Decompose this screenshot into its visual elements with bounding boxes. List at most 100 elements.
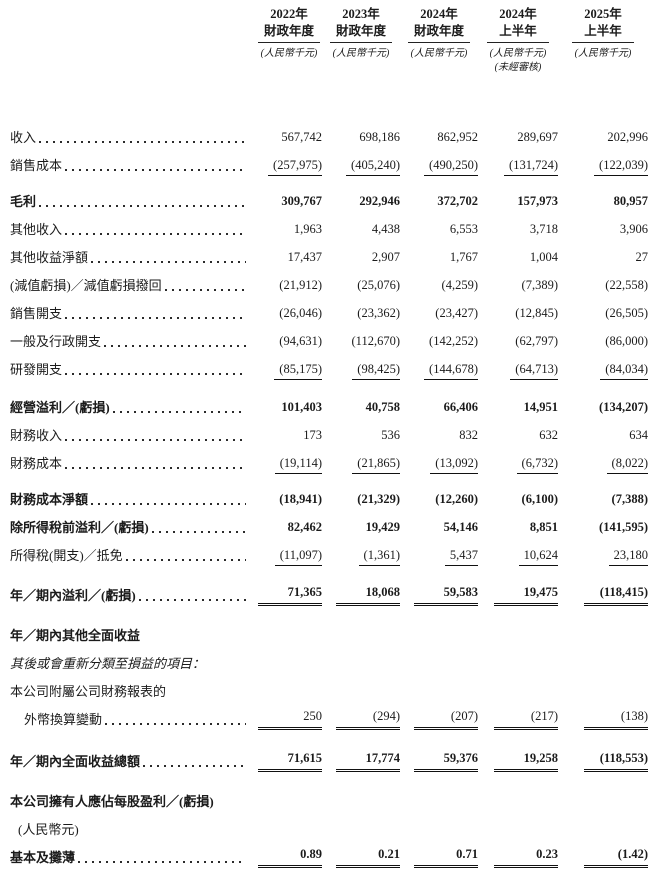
column-underline — [330, 42, 392, 43]
value-cell: 10,624 — [478, 538, 558, 566]
cell-value: 80,957 — [613, 194, 648, 208]
row-label-cell: 年／期內全面收益總額 — [10, 730, 256, 772]
value-cell: (118,415) — [558, 566, 648, 606]
cell-value: 17,437 — [287, 250, 322, 264]
value-cell: (23,362) — [322, 296, 400, 324]
value-cell: 0.21 — [322, 840, 400, 868]
cell-value: 17,774 — [336, 751, 400, 772]
cell-value: 101,403 — [281, 400, 322, 414]
column-underline — [408, 42, 470, 43]
cell-value: 2,907 — [371, 250, 400, 264]
cell-value: 0.71 — [414, 847, 478, 868]
cell-value: (85,175) — [274, 362, 322, 380]
dot-leader — [65, 168, 246, 173]
value-cell — [400, 606, 478, 646]
column-note: (未經審核) — [494, 62, 542, 73]
value-cell: 292,946 — [322, 176, 400, 212]
dot-leader — [65, 372, 246, 377]
value-cell: (13,092) — [400, 446, 478, 474]
value-cell: (118,553) — [558, 730, 648, 772]
value-cell: (405,240) — [322, 148, 400, 176]
value-cell: (7,388) — [558, 474, 648, 510]
cell-value: (23,362) — [357, 306, 400, 320]
value-cell: (207) — [400, 702, 478, 730]
row-label-wrap: 年／期內全面收益總額 — [10, 754, 256, 772]
value-cell: 18,068 — [322, 566, 400, 606]
value-cell: 19,429 — [322, 510, 400, 538]
row-label-wrap: 其他收益淨額 — [10, 250, 256, 268]
cell-value: 14,951 — [523, 400, 558, 414]
column-year: 2024年 — [420, 7, 458, 21]
row-label-cell: 銷售開支 — [10, 296, 256, 324]
dot-leader — [91, 502, 246, 507]
row-label-wrap: 本公司擁有人應佔每股盈利／(虧損) — [10, 794, 256, 812]
value-cell: 289,697 — [478, 120, 558, 148]
value-cell: 40,758 — [322, 380, 400, 418]
value-cell: 4,438 — [322, 212, 400, 240]
cell-value: 634 — [629, 428, 648, 442]
table-row: 研發開支 (85,175) (98,425) (144,678) (64,713) (84… — [10, 352, 648, 380]
row-label-wrap: 財務收入 — [10, 428, 256, 446]
cell-value: (23,427) — [435, 306, 478, 320]
value-cell: 54,146 — [400, 510, 478, 538]
value-cell: (142,252) — [400, 324, 478, 352]
cell-value: 862,952 — [437, 130, 478, 144]
value-cell — [558, 646, 648, 674]
row-label-wrap: 外幣換算變動 — [10, 712, 256, 730]
cell-value: (144,678) — [424, 362, 478, 380]
row-label-cell: 年／期內溢利／(虧損) — [10, 566, 256, 606]
value-cell: 567,742 — [256, 120, 322, 148]
cell-value: (122,039) — [594, 158, 648, 176]
table-row: 銷售成本 (257,975) (405,240) (490,250) (131,724)… — [10, 148, 648, 176]
row-label: 除所得稅前溢利／(虧損) — [10, 520, 149, 535]
value-cell: 862,952 — [400, 120, 478, 148]
value-cell: (62,797) — [478, 324, 558, 352]
value-cell: 632 — [478, 418, 558, 446]
cell-value: 698,186 — [359, 130, 400, 144]
cell-value: (112,670) — [351, 334, 401, 348]
cell-value: (86,000) — [605, 334, 648, 348]
value-cell: (131,724) — [478, 148, 558, 176]
dot-leader — [105, 722, 246, 727]
value-cell: (1,361) — [322, 538, 400, 566]
row-label-wrap: 年／期內溢利／(虧損) — [10, 588, 256, 606]
row-label: 財務成本淨額 — [10, 492, 89, 507]
cell-value: (142,252) — [429, 334, 478, 348]
column-year: 2024年 — [499, 7, 537, 21]
dot-leader — [164, 288, 247, 293]
row-label-cell: 其他收益淨額 — [10, 240, 256, 268]
cell-value: 372,702 — [437, 194, 478, 208]
table-row: 財務成本淨額 (18,941) (21,329) (12,260) (6,100) (7,… — [10, 474, 648, 510]
value-cell: (26,046) — [256, 296, 322, 324]
row-label-cell: 研發開支 — [10, 352, 256, 380]
row-label-wrap: 銷售成本 — [10, 158, 256, 176]
column-unit: (人民幣千元) — [489, 48, 547, 59]
dot-leader — [78, 860, 246, 865]
cell-value: (1,361) — [358, 548, 400, 566]
cell-value: (134,207) — [599, 400, 648, 414]
cell-value: (18,941) — [279, 492, 322, 506]
value-cell — [558, 812, 648, 840]
value-cell: (11,097) — [256, 538, 322, 566]
value-cell: 202,996 — [558, 120, 648, 148]
value-cell: 80,957 — [558, 176, 648, 212]
column-year: 2023年 — [342, 7, 380, 21]
row-label: 銷售成本 — [10, 158, 63, 173]
table-row: 基本及攤薄 0.89 0.21 0.71 0.23 (1.42) — [10, 840, 648, 868]
value-cell: 14,951 — [478, 380, 558, 418]
cell-value: (26,505) — [605, 306, 648, 320]
cell-value: 40,758 — [365, 400, 400, 414]
dot-leader — [138, 598, 247, 603]
row-label: 年／期內全面收益總額 — [10, 754, 141, 769]
column-period: 財政年度 — [413, 24, 464, 38]
dot-leader — [104, 344, 246, 349]
cell-value: (22,558) — [605, 278, 648, 292]
row-label-wrap: 研發開支 — [10, 362, 256, 380]
table-row: 外幣換算變動 250 (294) (207) (217) (138) — [10, 702, 648, 730]
cell-value: (217) — [494, 709, 558, 730]
dot-leader — [65, 438, 246, 443]
cell-value: 10,624 — [518, 548, 558, 566]
cell-value: (19,114) — [274, 456, 322, 474]
cell-value: (21,329) — [357, 492, 400, 506]
cell-value: 202,996 — [607, 130, 648, 144]
